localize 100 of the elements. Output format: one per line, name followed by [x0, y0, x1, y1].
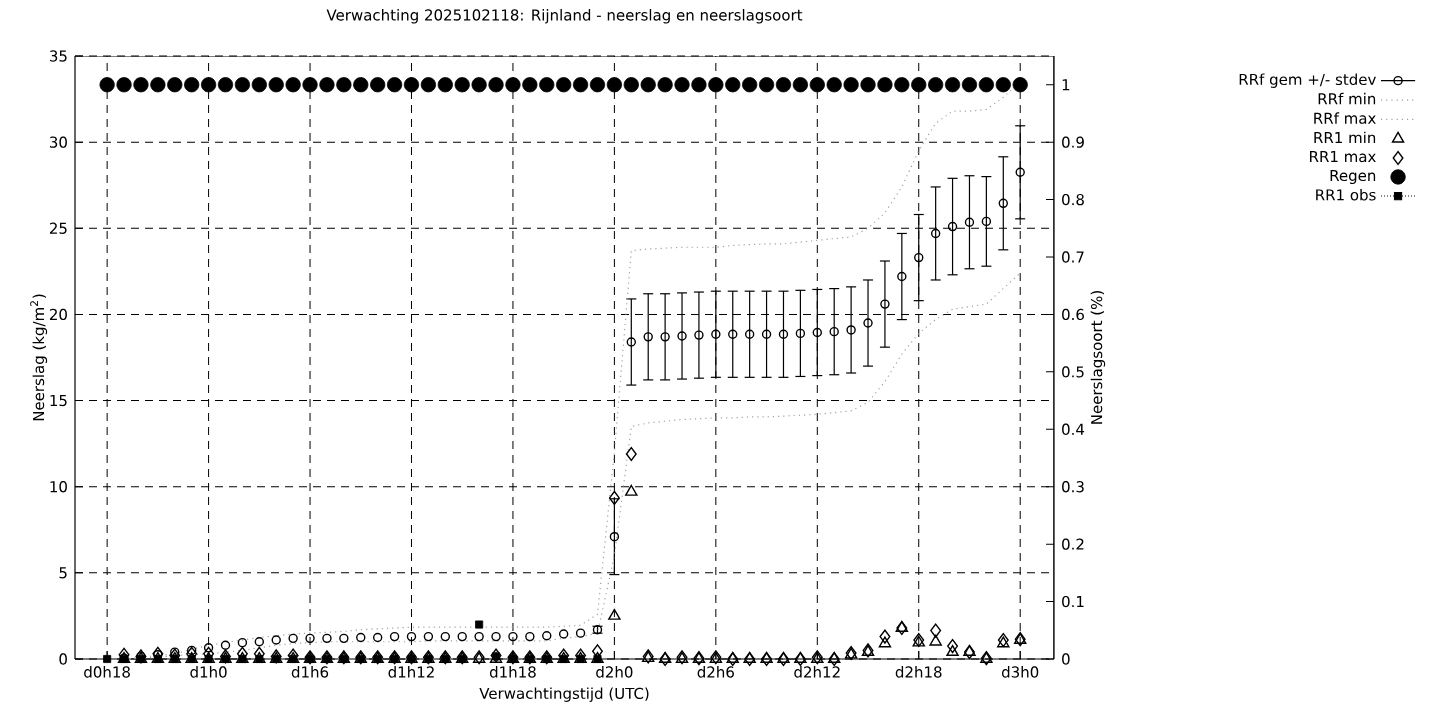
point [947, 221, 958, 232]
point [236, 651, 249, 663]
point [694, 330, 704, 340]
y2-tick-label: 0.4 [1062, 423, 1085, 435]
point [289, 655, 298, 663]
point [930, 228, 941, 239]
point [930, 623, 942, 638]
point [424, 655, 433, 663]
y-tick-label: 15 [50, 395, 67, 407]
point [827, 651, 841, 663]
x-axis-title: Verwachtingstijd (UTC) [479, 687, 649, 702]
point [204, 655, 213, 663]
y2-tick-label: 0.8 [1062, 193, 1084, 206]
point [677, 331, 687, 341]
legend-label: RRf min [1318, 92, 1376, 105]
y2-tick-label: 1 [1062, 79, 1070, 91]
point [863, 318, 873, 328]
x-tick-label: d2h18 [895, 666, 942, 678]
legend-label: RR1 max [1310, 151, 1376, 163]
point [1015, 167, 1025, 177]
point [373, 655, 382, 663]
point [591, 651, 604, 663]
point [658, 651, 672, 663]
point [423, 631, 434, 642]
x-tick-label: d2h6 [697, 666, 734, 678]
x-tick-label: d3h0 [1001, 666, 1039, 678]
legend-label: Regen [1330, 169, 1376, 185]
legend-label: RR1 min [1314, 131, 1376, 144]
point [828, 651, 840, 667]
point [440, 631, 451, 642]
point [608, 608, 621, 620]
x-tick-label: d1h0 [190, 666, 227, 678]
point [186, 645, 197, 656]
point [812, 327, 822, 338]
y-tick-label: 30 [49, 136, 67, 148]
legend-label: RRf gem +/- stdev [1239, 73, 1376, 88]
point [305, 633, 315, 644]
y2-axis-title: Neerslagsoort (%) [1090, 291, 1106, 424]
point [491, 631, 501, 642]
point [947, 638, 959, 654]
point [897, 271, 907, 282]
y2-tick-label: 0.9 [1062, 136, 1084, 148]
point [946, 645, 959, 657]
point [220, 640, 231, 650]
point [711, 329, 721, 339]
point [744, 329, 755, 339]
point [625, 446, 637, 462]
point [761, 329, 772, 339]
point [626, 337, 636, 347]
legend-label: RR1 obs [1316, 188, 1376, 201]
point [525, 655, 534, 663]
point [727, 651, 739, 667]
point [929, 634, 942, 646]
point [593, 655, 602, 663]
point [829, 326, 839, 337]
point [475, 620, 484, 629]
point [609, 531, 620, 542]
x-tick-label: d0h18 [84, 666, 130, 678]
chart-title: Verwachting 2025102118: Rijnland - neerslag en neerslagsoort [326, 9, 803, 24]
point [356, 632, 366, 643]
point [743, 651, 756, 663]
point [878, 636, 892, 648]
point [659, 651, 671, 667]
point [660, 332, 670, 342]
point [339, 633, 349, 644]
y2-tick-label: 0 [1062, 653, 1070, 665]
point [576, 655, 585, 663]
point [525, 631, 535, 642]
point [253, 651, 266, 663]
point [339, 655, 348, 663]
point [643, 332, 653, 342]
point [964, 217, 975, 227]
point [744, 651, 756, 667]
point [997, 632, 1009, 648]
point [728, 329, 738, 339]
legend-label: RRf max [1314, 112, 1376, 124]
point [238, 655, 247, 663]
point [895, 620, 909, 632]
y-tick-label: 35 [49, 50, 67, 62]
y2-tick-label: 0.1 [1062, 595, 1084, 608]
point [221, 655, 230, 663]
point [322, 633, 332, 644]
y-tick-label: 10 [50, 481, 67, 493]
point [760, 651, 773, 663]
point [356, 655, 365, 663]
point [457, 631, 467, 642]
point [761, 651, 773, 667]
point [474, 631, 484, 642]
y2-tick-label: 0.2 [1062, 538, 1084, 550]
point [508, 631, 518, 642]
y-tick-label: 25 [49, 222, 67, 234]
y2-tick-label: 0.3 [1062, 481, 1084, 493]
y2-tick-label: 0.6 [1062, 308, 1084, 321]
x-tick-label: d1h12 [388, 666, 434, 678]
point [255, 655, 264, 663]
point [203, 643, 214, 653]
point [575, 628, 586, 638]
point [202, 651, 215, 663]
y2-tick-label: 0.5 [1062, 366, 1084, 378]
point [542, 631, 552, 641]
